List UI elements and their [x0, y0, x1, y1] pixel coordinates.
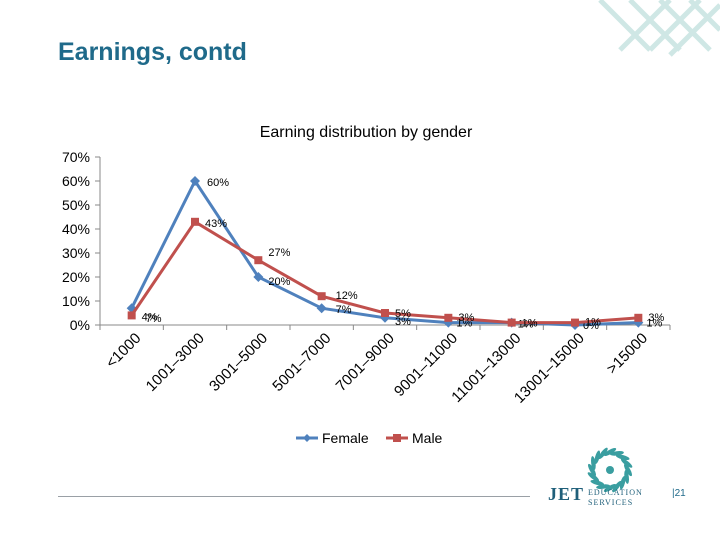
- legend-marker: [303, 434, 311, 442]
- swirl-center: [606, 466, 614, 474]
- data-label: 60%: [207, 177, 229, 189]
- y-tick-label: 20%: [62, 269, 90, 285]
- legend-label: Male: [412, 430, 443, 446]
- y-tick-label: 50%: [62, 197, 90, 213]
- data-label: 3%: [458, 312, 474, 324]
- jet-logo: JET EDUCATION SERVICES: [548, 484, 642, 507]
- data-label: 3%: [648, 312, 664, 324]
- female-data-point: [253, 272, 264, 282]
- y-tick-label: 10%: [62, 293, 90, 309]
- legend-item-male: Male: [386, 430, 443, 446]
- male-data-point: [381, 309, 389, 317]
- male-data-point: [254, 256, 263, 265]
- logo-line2-text: SERVICES: [588, 498, 634, 507]
- male-data-point: [127, 311, 136, 320]
- swirl-blade: [612, 480, 622, 493]
- x-tick-label: 7001–9000: [333, 330, 398, 395]
- male-data-point: [571, 318, 579, 327]
- data-label: 7%: [146, 313, 162, 325]
- male-data-point: [317, 292, 326, 301]
- y-tick-label: 0%: [70, 317, 90, 333]
- jet-logo-swirl-icon: [587, 447, 633, 493]
- footer-divider: [58, 496, 530, 497]
- data-label: 27%: [268, 247, 290, 259]
- y-tick-label: 40%: [62, 221, 90, 237]
- data-label: 7%: [336, 304, 352, 316]
- swirl-blade: [624, 463, 632, 477]
- swirl-blade: [596, 484, 611, 489]
- female-data-point: [190, 176, 200, 186]
- legend-label: Female: [322, 430, 369, 446]
- y-tick-label: 30%: [62, 245, 90, 261]
- data-label: 1%: [646, 318, 662, 330]
- swirl-blade: [603, 448, 617, 456]
- legend-item-female: Female: [296, 430, 369, 446]
- swirl-blade: [594, 450, 601, 465]
- series-line-male: [130, 219, 639, 325]
- y-tick-label: 60%: [62, 173, 90, 189]
- data-label: 5%: [395, 308, 411, 320]
- x-tick-label: 3001–5000: [206, 330, 271, 395]
- swirl-blade: [591, 456, 596, 471]
- swirl-blade: [620, 458, 633, 468]
- x-tick-label: 1001–3000: [143, 330, 208, 395]
- male-data-point: [507, 318, 516, 327]
- data-label: 4%: [142, 311, 158, 323]
- slide-title: Earnings, contd: [58, 38, 247, 66]
- logo-main-text: JET: [548, 484, 585, 504]
- legend-marker: [393, 434, 401, 442]
- y-tick-label: 70%: [62, 149, 90, 165]
- series-line-female: [130, 178, 639, 327]
- swirl-blade: [615, 454, 630, 461]
- x-tick-label: <1000: [103, 330, 145, 372]
- swirl-blade: [588, 463, 596, 477]
- logo-line1-text: EDUCATION: [588, 488, 643, 497]
- swirl-blade: [590, 479, 605, 486]
- chart-title: Earning distribution by gender: [260, 124, 473, 141]
- data-label: 3%: [395, 316, 411, 328]
- swirl-blade: [609, 451, 624, 456]
- x-tick-label: 9001–11000: [391, 330, 461, 400]
- data-label: 43%: [205, 218, 227, 230]
- female-data-point: [316, 303, 327, 314]
- male-data-point: [191, 217, 199, 226]
- swirl-blade: [587, 472, 600, 482]
- x-tick-label: 5001–7000: [269, 330, 334, 395]
- data-label: 20%: [268, 276, 290, 288]
- data-label: 1%: [522, 318, 538, 330]
- male-data-point: [444, 313, 453, 322]
- series-male: 4%43%27%12%5% 3% 1% 1% 3%: [127, 217, 664, 330]
- swirl-blade: [598, 447, 608, 460]
- data-label: 1%: [585, 317, 601, 329]
- swirl-blade: [619, 475, 626, 490]
- swirl-blade: [624, 469, 629, 484]
- x-tick-label: >15000: [603, 330, 651, 378]
- page-number: |21: [672, 488, 686, 499]
- corner-pattern-decoration: [598, 0, 720, 57]
- swirl-blade: [603, 484, 617, 492]
- data-label: 12%: [336, 290, 358, 302]
- male-data-point: [634, 313, 643, 322]
